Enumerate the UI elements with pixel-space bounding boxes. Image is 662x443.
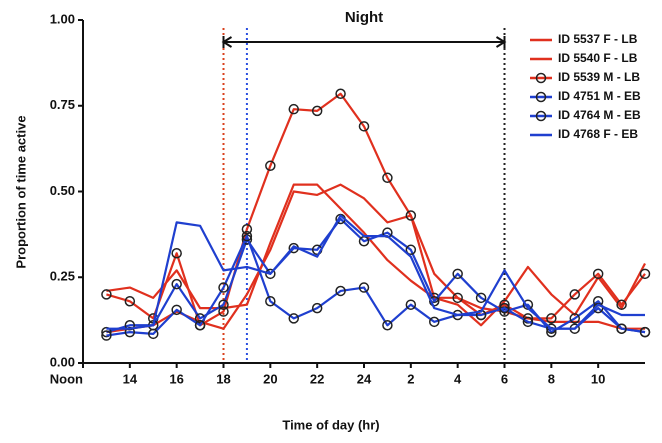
legend-marker	[535, 91, 547, 103]
x-tick-label: 18	[216, 371, 230, 386]
x-tick-label: 20	[263, 371, 277, 386]
series-marker	[171, 278, 182, 290]
series-marker	[218, 306, 229, 317]
series-marker	[311, 105, 323, 117]
x-tick-label: 16	[169, 371, 183, 386]
legend-label: ID 4768 F - EB	[558, 127, 638, 141]
x-tick-label: 10	[591, 371, 605, 386]
series-line	[106, 183, 645, 334]
series-marker	[429, 316, 440, 328]
series-marker	[452, 292, 463, 304]
series-marker	[335, 285, 346, 297]
series-marker	[101, 330, 112, 341]
series-marker	[241, 230, 253, 242]
series-marker	[288, 103, 299, 115]
series-marker	[101, 289, 112, 300]
series-marker	[288, 313, 299, 324]
series-marker	[522, 316, 534, 328]
series-marker	[358, 282, 370, 293]
y-tick-label: 0.50	[50, 183, 75, 198]
x-tick-label: Noon	[50, 371, 83, 386]
legend-label: ID 5537 F - LB	[558, 32, 638, 46]
series-line	[106, 183, 646, 327]
series-marker	[452, 268, 463, 280]
x-tick-label: 8	[548, 371, 555, 386]
y-tick-label: 1.00	[50, 11, 75, 26]
x-tick-label: 4	[454, 371, 462, 386]
legend-label: ID 4764 M - EB	[558, 108, 641, 122]
series-marker	[499, 302, 510, 314]
series-marker	[124, 296, 136, 307]
series-marker	[592, 268, 604, 280]
series-marker	[569, 289, 580, 300]
series-marker	[405, 210, 417, 221]
series-marker	[194, 320, 206, 331]
series-marker	[639, 268, 651, 280]
series-marker	[616, 299, 627, 310]
series-marker	[148, 328, 159, 340]
series-marker	[335, 88, 346, 99]
series-marker	[569, 313, 580, 324]
series-marker	[241, 223, 253, 235]
y-axis-label: Proportion of time active	[13, 115, 28, 268]
series-marker	[382, 172, 393, 184]
series-marker	[265, 268, 276, 280]
series-marker	[546, 313, 557, 324]
x-tick-label: 6	[501, 371, 508, 386]
x-tick-label: 14	[123, 371, 138, 386]
x-tick-label: 22	[310, 371, 324, 386]
legend-label: ID 4751 M - EB	[558, 89, 641, 103]
series-marker	[265, 296, 276, 307]
y-tick-label: 0.00	[50, 354, 75, 369]
series-marker	[218, 282, 229, 293]
series-marker	[171, 247, 182, 259]
span-label: Night	[345, 9, 383, 26]
series-marker	[265, 160, 276, 172]
series-marker	[218, 299, 229, 310]
x-axis-label: Time of day (hr)	[282, 417, 379, 432]
series-marker	[358, 121, 370, 132]
series-marker	[475, 292, 487, 304]
legend-marker	[535, 72, 547, 84]
series-marker	[405, 244, 417, 256]
series-marker	[171, 304, 182, 316]
legend-label: ID 5540 F - LB	[558, 51, 638, 65]
series-marker	[616, 323, 627, 334]
series-marker	[382, 320, 393, 331]
series-marker	[311, 302, 323, 314]
y-tick-label: 0.75	[50, 97, 75, 112]
series-line	[106, 214, 645, 330]
legend-marker	[535, 110, 547, 122]
legend-label: ID 5539 M - LB	[558, 70, 640, 84]
x-tick-label: 24	[357, 371, 372, 386]
series-marker	[639, 326, 651, 338]
y-tick-label: 0.25	[50, 269, 75, 284]
series-marker	[405, 299, 417, 310]
x-tick-label: 2	[407, 371, 414, 386]
